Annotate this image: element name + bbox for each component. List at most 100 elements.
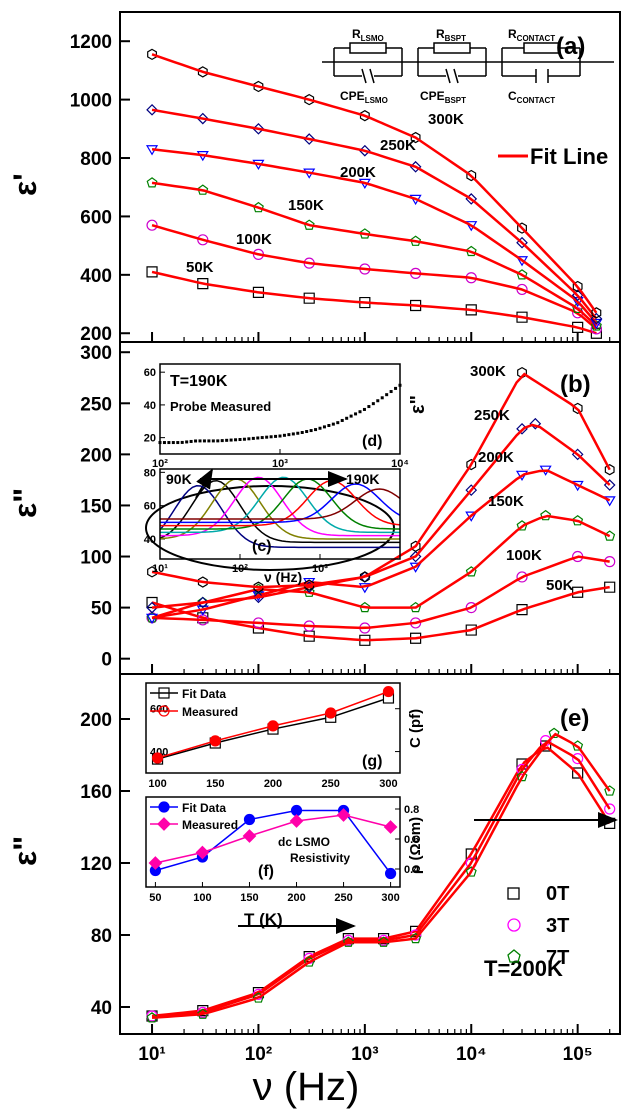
legend-e: 0T 3T 7T xyxy=(507,883,569,969)
circuit-r-contact: RCONTACT xyxy=(508,27,555,43)
inset-d-point-36 xyxy=(318,426,322,430)
label-a-150k: 150K xyxy=(288,197,324,214)
panel-a-fit-line-0 xyxy=(151,270,597,335)
legend-label-0t: 0T xyxy=(546,883,569,905)
panel-e-frame xyxy=(119,673,621,1035)
panel-b-y-tick-label-50: 50 xyxy=(91,599,112,620)
inset-d-point-20 xyxy=(247,437,251,441)
inset-d-point-11 xyxy=(207,439,211,443)
inset-d-point-17 xyxy=(234,438,238,442)
inset-f-point-1-0 xyxy=(148,856,163,870)
inset-c-x-tick-label-10: 10¹ xyxy=(152,563,168,575)
panel-a-point-0-5 xyxy=(410,299,422,312)
label-a-250k: 250K xyxy=(380,137,416,154)
inset-d-point-15 xyxy=(225,438,229,442)
inset-g-point-1-2 xyxy=(267,720,279,732)
inset-g-ylabel: C (pf) xyxy=(407,709,424,748)
inset-d-subtitle: Probe Measured xyxy=(170,399,271,414)
inset-c-line-6 xyxy=(160,479,401,527)
inset-d-point-14 xyxy=(220,439,224,443)
panel-a-fit-line-1 xyxy=(151,223,598,330)
circuit-r-bspt: RBSPT xyxy=(436,27,466,43)
inset-f-xlabel: T (K) xyxy=(244,910,283,929)
inset-d-point-8 xyxy=(194,439,198,443)
inset-f-annotation-line2: Resistivity xyxy=(290,851,350,865)
x-tick-label-1000: 10³ xyxy=(351,1044,378,1065)
panel-a-point-5-8 xyxy=(572,280,583,293)
inset-f-x-tick-label-300: 300 xyxy=(381,892,399,904)
inset-f-point-0-2 xyxy=(243,813,256,826)
inset-f-point-1-3 xyxy=(289,814,304,828)
inset-f-y-tick-label-0.4: 0.4 xyxy=(404,864,420,876)
legend-marker-0t xyxy=(507,887,520,900)
inset-c-line-7 xyxy=(160,483,401,524)
panel-b-fit-line-4 xyxy=(151,423,611,609)
circuit-cpe-lsmo: CPELSMO xyxy=(340,89,388,105)
label-a-300k: 300K xyxy=(428,111,464,128)
panel-b-y-tick-label-200: 200 xyxy=(80,445,112,466)
panel-b-point-4-6 xyxy=(465,484,478,496)
inset-d-point-49 xyxy=(376,399,380,403)
inset-d-point-45 xyxy=(358,410,362,414)
inset-c-x-tick-label-100: 10² xyxy=(232,563,248,575)
panel-e-y-tick-label-120: 120 xyxy=(80,854,112,875)
panel-e-y-tick-label-200: 200 xyxy=(80,710,112,731)
panel-b-y-tick-label-100: 100 xyxy=(80,548,112,569)
inset-d-point-19 xyxy=(242,437,246,441)
inset-d-point-7 xyxy=(189,439,193,443)
inset-c-label: (c) xyxy=(252,538,272,555)
label-a-100k: 100K xyxy=(236,231,272,248)
inset-f-ylabel: ρ (Ωcm) xyxy=(407,817,424,874)
inset-f-legend-marker-fit xyxy=(158,801,170,813)
inset-d-point-25 xyxy=(269,435,273,439)
inset-d-point-26 xyxy=(274,434,278,438)
ellipse-arrow xyxy=(195,468,213,499)
inset-d-x-tick-label-10000: 10⁴ xyxy=(391,458,409,470)
legend-label-3t: 3T xyxy=(546,915,569,937)
inset-d-plot: 20 40 60 10² 10³ 10⁴ xyxy=(144,367,409,470)
legend-marker-3t xyxy=(507,918,521,932)
inset-f-x-tick-label-250: 250 xyxy=(334,892,352,904)
panel-a-y-tick-label-400: 400 xyxy=(80,266,112,287)
inset-d-point-48 xyxy=(371,402,375,406)
panel-a-point-5-3 xyxy=(304,93,315,106)
panel-e-y-tick-label-80: 80 xyxy=(91,926,112,947)
panel-b-y-tick-label-150: 150 xyxy=(80,496,112,517)
inset-g-x-tick-label-250: 250 xyxy=(322,778,340,790)
inset-f-y-tick-label-0.8: 0.8 xyxy=(404,804,419,816)
panel-b-fit-line-0 xyxy=(151,585,610,642)
inset-f-line-0 xyxy=(155,809,392,874)
inset-f-point-1-1 xyxy=(195,845,210,860)
inset-c-arrow-start: 90K xyxy=(166,471,192,487)
inset-d-point-41 xyxy=(340,418,344,422)
label-b-100k: 100K xyxy=(506,547,542,564)
inset-d-point-50 xyxy=(380,396,384,400)
inset-g-x-tick-label-100: 100 xyxy=(148,778,166,790)
panel-b-frame xyxy=(119,341,621,675)
inset-d-point-38 xyxy=(327,424,331,428)
circuit-r-lsmo: RLSMO xyxy=(352,27,384,43)
inset-c-y-tick-label-80: 80 xyxy=(144,467,156,479)
inset-g-legend-marker-fit xyxy=(158,687,170,699)
inset-d-point-37 xyxy=(322,425,326,429)
inset-d-x-tick-label-100: 10² xyxy=(152,458,168,470)
panel-a-point-0-9 xyxy=(590,327,602,339)
inset-d-point-12 xyxy=(211,439,215,443)
panel-a-point-2-6 xyxy=(465,245,477,257)
panel-b-point-5-6 xyxy=(466,458,477,471)
panel-b-point-5-2 xyxy=(253,581,264,593)
panel-a-point-0-3 xyxy=(303,292,315,304)
inset-f-point-0-5 xyxy=(384,867,397,880)
inset-f-x-tick-label-100: 100 xyxy=(193,892,211,904)
inset-g-point-1-0 xyxy=(151,752,164,764)
label-b-50k: 50K xyxy=(546,577,574,594)
panel-e-point-1-10 xyxy=(572,752,584,765)
inset-d-point-29 xyxy=(287,433,291,437)
panel-a-point-1-0 xyxy=(146,219,158,231)
panel-a-point-0-6 xyxy=(465,304,477,316)
panel-b-point-2-3 xyxy=(303,586,315,597)
inset-g-legend-label-measured: Measured xyxy=(182,705,238,719)
panel-b-point-5-9 xyxy=(604,463,615,476)
inset-f-legend-label-fit: Fit Data xyxy=(182,801,226,815)
inset-d-point-30 xyxy=(291,432,295,436)
